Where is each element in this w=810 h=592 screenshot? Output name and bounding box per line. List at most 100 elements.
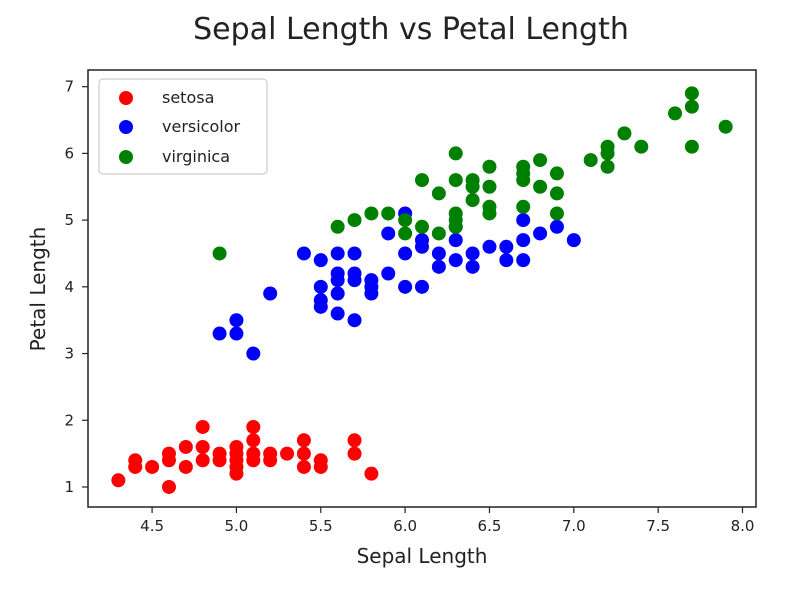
point-virginica-0	[212, 246, 227, 261]
point-virginica-35	[600, 139, 615, 154]
x-tick-label-1: 5.0	[225, 517, 249, 535]
point-virginica-40	[684, 99, 699, 114]
y-tick-label-1: 2	[64, 411, 74, 429]
x-axis-label: Sepal Length	[357, 544, 488, 568]
point-virginica-6	[398, 213, 413, 228]
x-tick-label-5: 7.0	[562, 517, 586, 535]
y-tick-label-0: 1	[64, 478, 74, 496]
point-setosa-13	[212, 446, 227, 461]
point-setosa-33	[364, 466, 379, 481]
point-setosa-9	[195, 453, 210, 468]
legend: setosa versicolor virginica	[98, 78, 268, 175]
point-virginica-28	[533, 153, 548, 168]
point-versicolor-45	[566, 233, 581, 248]
point-virginica-26	[516, 159, 531, 174]
y-tick-label-3: 4	[64, 278, 74, 296]
point-versicolor-2	[229, 313, 244, 328]
point-versicolor-23	[381, 226, 396, 241]
legend-marker-versicolor	[119, 120, 133, 134]
y-tick-label-4: 5	[64, 211, 74, 229]
point-versicolor-41	[516, 233, 531, 248]
point-versicolor-18	[347, 246, 362, 261]
point-versicolor-27	[415, 279, 429, 294]
point-setosa-3	[145, 459, 160, 474]
point-versicolor-42	[516, 213, 531, 228]
point-setosa-8	[178, 439, 193, 454]
point-versicolor-0	[212, 326, 227, 341]
point-virginica-33	[600, 159, 615, 174]
legend-label-setosa: setosa	[162, 88, 214, 107]
point-virginica-38	[668, 106, 683, 121]
point-setosa-26	[296, 459, 311, 474]
point-setosa-21	[246, 433, 261, 448]
point-versicolor-11	[330, 286, 345, 301]
x-tick-label-7: 8.0	[731, 517, 755, 535]
point-setosa-4	[161, 479, 176, 494]
legend-marker-setosa	[119, 91, 133, 105]
x-tick-label-2: 5.5	[309, 517, 333, 535]
point-setosa-32	[347, 433, 362, 448]
point-virginica-22	[482, 159, 497, 174]
point-virginica-36	[617, 126, 632, 141]
point-versicolor-14	[330, 246, 345, 261]
point-setosa-30	[313, 453, 328, 468]
point-versicolor-8	[313, 279, 328, 294]
point-virginica-30	[549, 186, 564, 201]
point-virginica-1	[330, 219, 345, 234]
point-virginica-27	[533, 179, 548, 194]
point-virginica-16	[465, 193, 480, 208]
point-virginica-42	[718, 119, 733, 134]
point-versicolor-30	[431, 259, 446, 274]
point-setosa-2	[128, 453, 143, 468]
point-versicolor-7	[313, 293, 328, 308]
point-versicolor-4	[263, 286, 278, 301]
point-versicolor-36	[465, 246, 480, 261]
point-versicolor-44	[549, 219, 564, 234]
chart-title: Sepal Length vs Petal Length	[193, 12, 629, 47]
point-versicolor-9	[313, 253, 328, 268]
point-setosa-20	[246, 446, 261, 461]
point-setosa-7	[178, 459, 193, 474]
legend-label-virginica: virginica	[162, 147, 230, 166]
point-virginica-31	[549, 166, 564, 181]
point-virginica-39	[684, 139, 699, 154]
point-virginica-7	[415, 219, 429, 234]
legend-box	[98, 78, 268, 175]
point-setosa-11	[195, 419, 210, 434]
point-versicolor-3	[246, 346, 261, 361]
point-virginica-5	[398, 226, 413, 241]
point-virginica-41	[684, 86, 699, 101]
y-tick-label-2: 3	[64, 345, 74, 363]
point-setosa-24	[263, 446, 278, 461]
x-tick-label-6: 7.5	[646, 517, 670, 535]
point-setosa-31	[347, 446, 362, 461]
point-versicolor-24	[398, 279, 413, 294]
point-versicolor-39	[499, 239, 514, 254]
point-virginica-4	[381, 206, 396, 221]
point-virginica-14	[448, 173, 463, 188]
point-virginica-8	[415, 173, 429, 188]
y-tick-label-6: 7	[64, 78, 74, 96]
x-tick-label-0: 4.5	[140, 517, 164, 535]
legend-marker-virginica	[119, 150, 133, 164]
x-tick-label-4: 6.5	[478, 517, 502, 535]
point-versicolor-43	[533, 226, 548, 241]
point-virginica-20	[482, 199, 497, 214]
point-versicolor-5	[296, 246, 311, 261]
point-virginica-3	[364, 206, 379, 221]
point-versicolor-33	[448, 233, 463, 248]
points-layer	[111, 86, 733, 494]
point-versicolor-15	[347, 313, 362, 328]
legend-label-versicolor: versicolor	[162, 117, 240, 136]
point-setosa-18	[229, 439, 244, 454]
point-setosa-27	[296, 446, 311, 461]
point-versicolor-17	[347, 266, 362, 281]
point-virginica-37	[634, 139, 649, 154]
point-virginica-15	[448, 146, 463, 161]
point-setosa-10	[195, 439, 210, 454]
point-versicolor-13	[330, 266, 345, 281]
point-virginica-13	[448, 206, 463, 221]
point-versicolor-38	[499, 253, 514, 268]
point-virginica-2	[347, 213, 362, 228]
